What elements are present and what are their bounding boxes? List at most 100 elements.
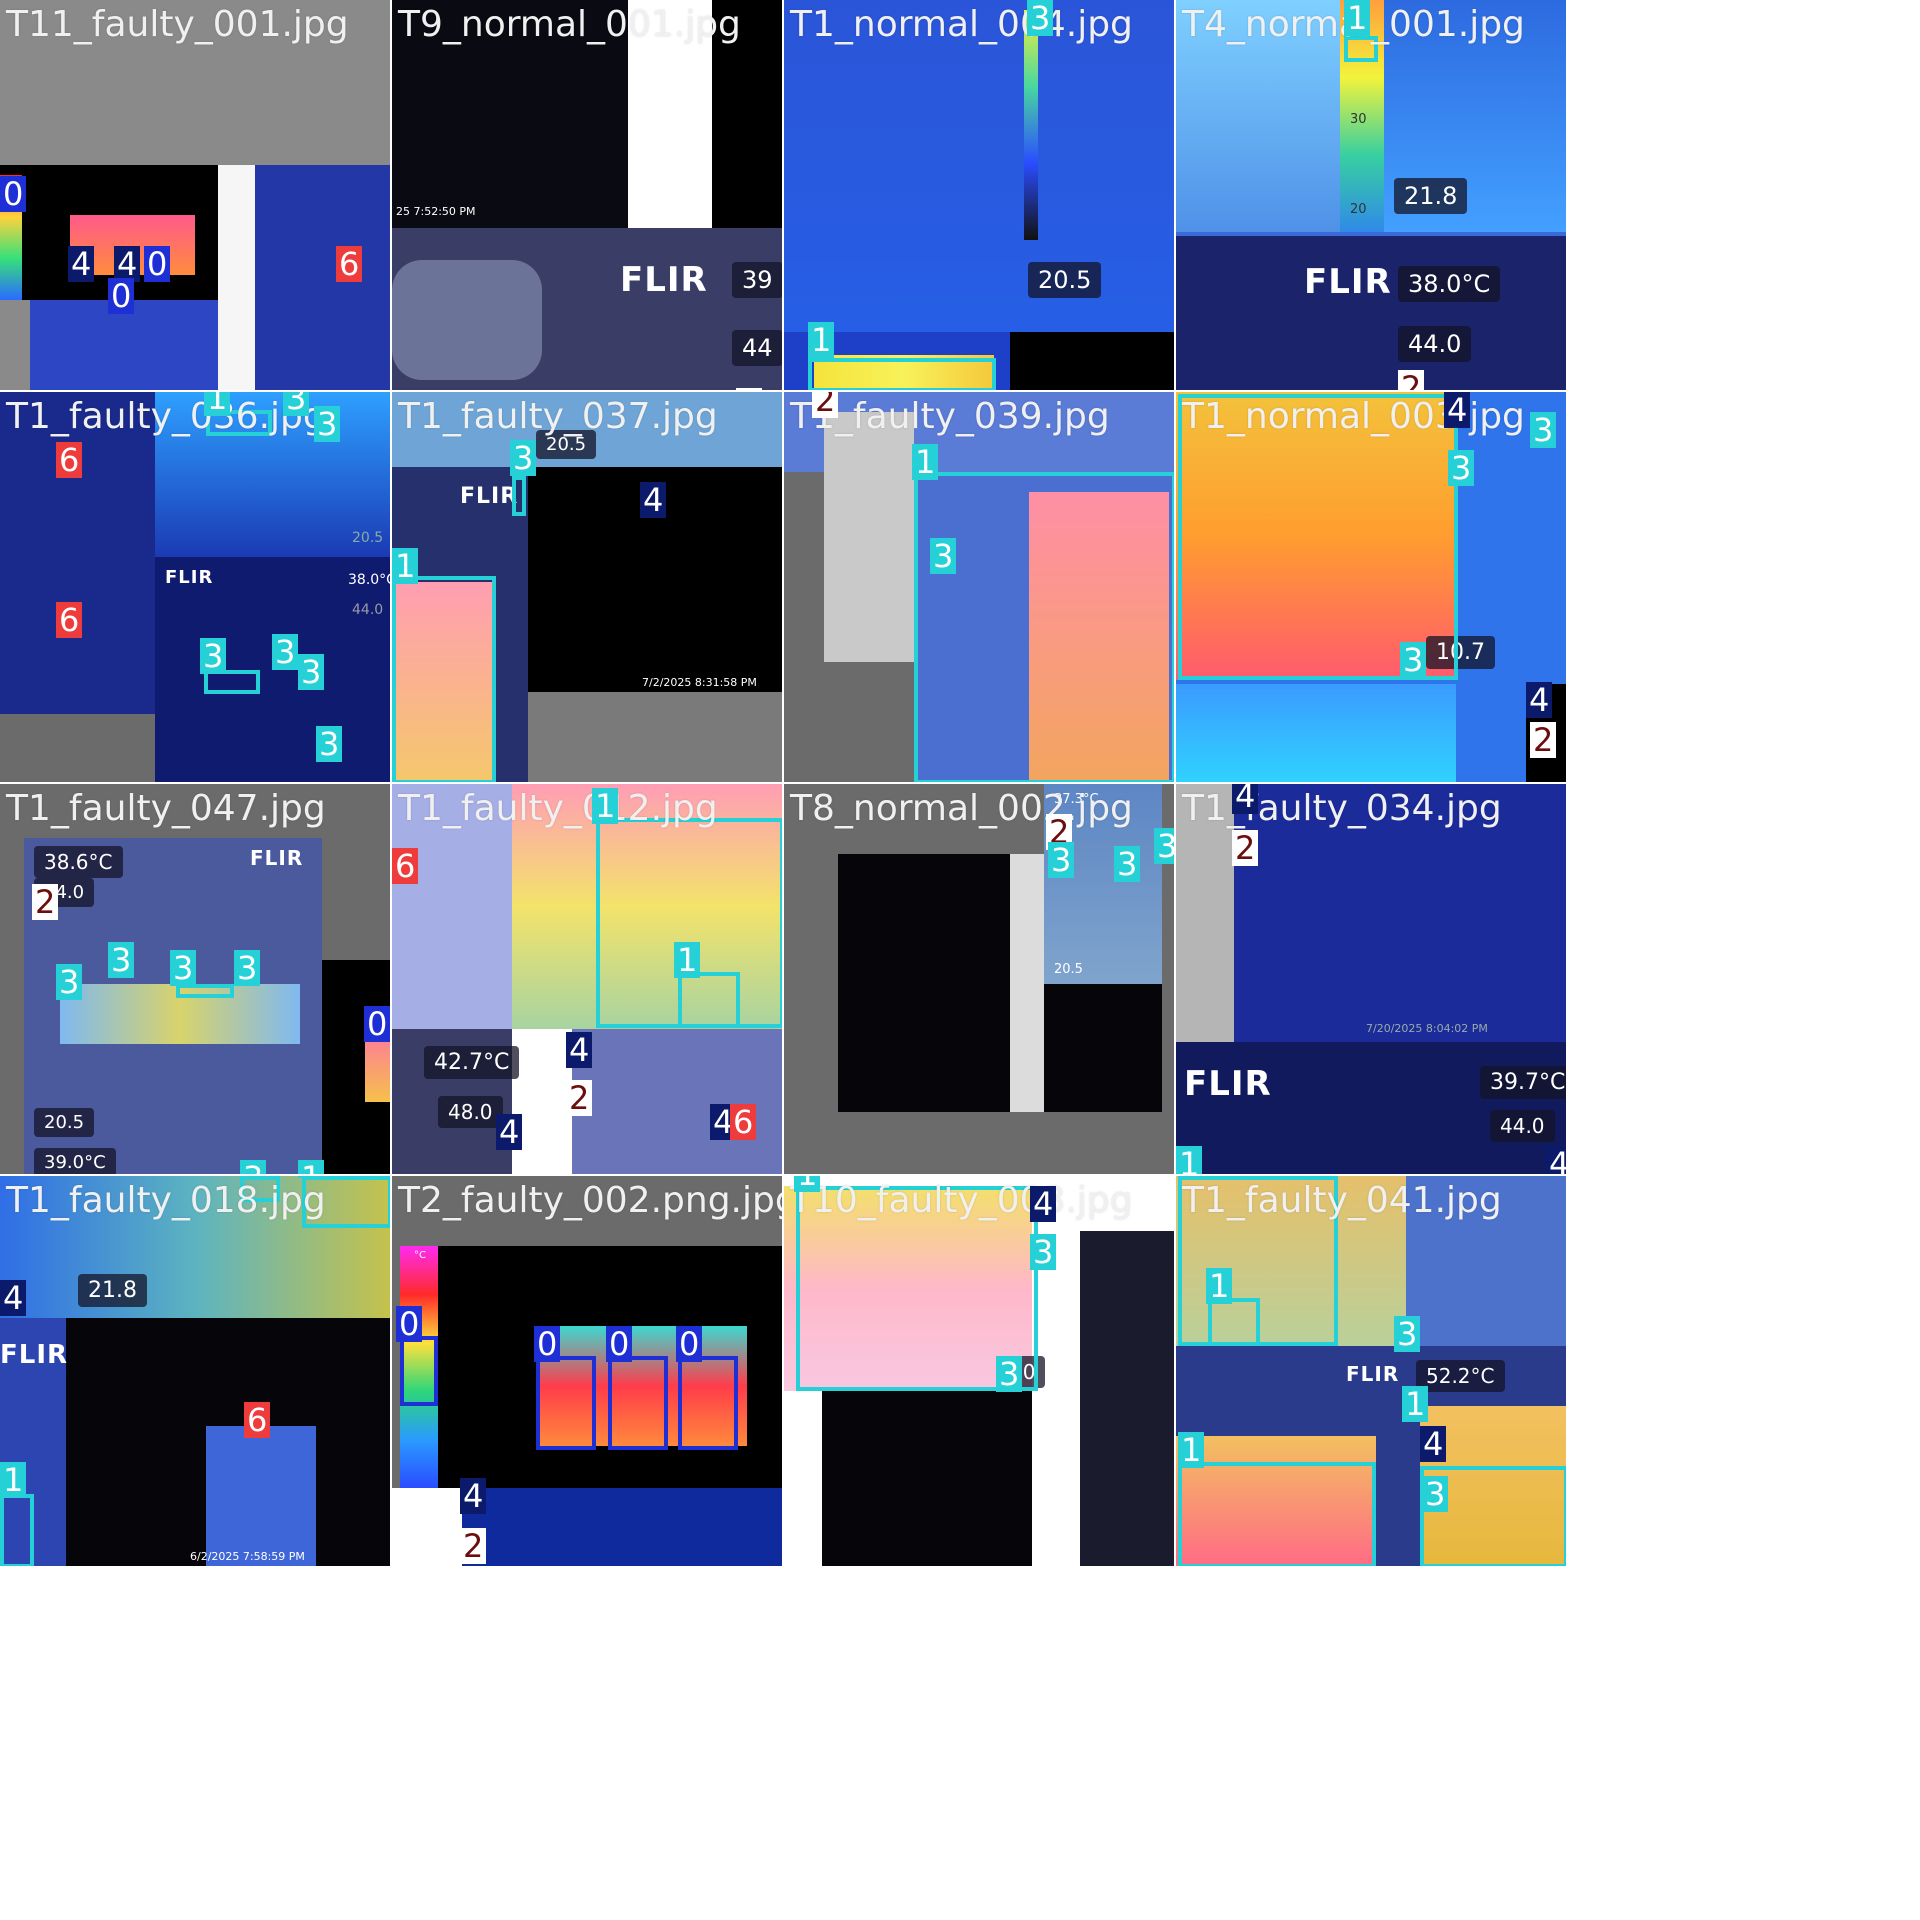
tile-filename: T1_faulty_012.jpg	[398, 788, 718, 829]
class-label: 1	[298, 1176, 325, 1178]
class-label: 3	[240, 1176, 267, 1178]
lock-readout: 20.5	[1028, 262, 1102, 298]
class-label: 3	[1422, 1476, 1449, 1512]
class-label: 3	[283, 392, 310, 416]
scale-bottom: 20	[1350, 202, 1367, 217]
tile-filename: T10_faulty_003.jpg	[790, 1180, 1133, 1221]
detection-box	[808, 358, 996, 390]
flir-logo: FLIR	[1346, 1362, 1400, 1386]
tile-t9-normal-001: T9_normal_001.jpg 25 7:52:50 PM FLIR 39 …	[392, 0, 784, 392]
class-label: 1	[592, 788, 619, 824]
detection-box	[678, 1356, 738, 1450]
detection-box	[678, 972, 740, 1028]
flir-logo: FLIR	[165, 567, 214, 588]
class-label: 3	[1048, 842, 1075, 878]
detection-box	[400, 1336, 438, 1406]
class-label: 3	[240, 1160, 267, 1174]
class-label: 4	[1420, 1426, 1447, 1462]
flir-logo: FLIR	[1184, 1064, 1272, 1104]
class-label: 3	[108, 942, 135, 978]
class-label: 6	[730, 1104, 757, 1140]
class-label: 4	[1030, 1186, 1057, 1222]
detection-box	[1420, 1466, 1566, 1566]
detection-box	[204, 670, 260, 694]
class-label: 2	[1232, 830, 1259, 866]
class-label: 1	[0, 1462, 27, 1498]
class-label: 6	[336, 246, 363, 282]
tile-t1-faulty-039: T1_faulty_039.jpg 1 3 2	[784, 392, 1176, 784]
tile-filename: T1_faulty_041.jpg	[1182, 1180, 1502, 1221]
tile-t10-faulty-003: T10_faulty_003.jpg 10 1 4 3 3	[784, 1176, 1176, 1568]
scale-unit: °C	[414, 1250, 426, 1261]
tile-filename: T1_faulty_018.jpg	[6, 1180, 326, 1221]
class-label: 3	[234, 950, 261, 986]
detection-box	[1178, 394, 1458, 680]
lock-readout: 48.0	[438, 1096, 503, 1128]
tile-t1-faulty-012: T1_faulty_012.jpg 42.7°C 48.0 6 1 1 4 2 …	[392, 784, 784, 1176]
tile-filename: T1_faulty_037.jpg	[398, 396, 718, 437]
tile-filename: T1_faulty_039.jpg	[790, 396, 1110, 437]
lock-readout: 21.8	[1394, 178, 1468, 214]
class-label: 1	[298, 1160, 325, 1174]
class-label: 1	[674, 942, 701, 978]
detection-box	[392, 576, 496, 782]
class-label: 4	[640, 482, 667, 518]
class-label: 4	[0, 1280, 27, 1316]
flir-logo: FLIR	[1304, 262, 1392, 302]
tile-filename: T1_faulty_047.jpg	[6, 788, 326, 829]
class-label: 3	[56, 964, 83, 1000]
class-label: 3	[316, 726, 343, 762]
detection-box	[206, 410, 272, 436]
flir-logo: FLIR	[250, 846, 304, 870]
detection-box	[1344, 36, 1378, 62]
temperature-readout: 39	[732, 262, 782, 298]
detection-box	[1178, 1462, 1376, 1566]
side-value: 20.5	[352, 530, 384, 546]
class-label: 3	[1030, 1234, 1057, 1270]
detection-box	[302, 1176, 390, 1228]
tile-t1-faulty-018: T1_faulty_018.jpg 21.8 FLIR 6/2/2025 7:5…	[0, 1176, 392, 1568]
temperature-readout-secondary: 39.0°C	[34, 1148, 116, 1174]
tile-t1-faulty-041: T1_faulty_041.jpg FLIR 52.2°C 1 3 1 4 1 …	[1176, 1176, 1568, 1568]
class-label: 6	[392, 848, 419, 884]
class-label: 3	[170, 950, 197, 986]
class-label: 1	[1344, 0, 1371, 36]
temperature-readout: 37.3°C	[1054, 792, 1099, 807]
class-label: 0	[676, 1326, 703, 1362]
timestamp: 6/2/2025 7:58:59 PM	[190, 1550, 305, 1563]
class-label: 1	[204, 392, 231, 416]
class-label: 1	[808, 322, 835, 358]
class-label: 4	[566, 1032, 593, 1068]
temperature-readout: 52.2°C	[1416, 1360, 1505, 1392]
class-label: 3	[272, 634, 299, 670]
tile-filename: T2_faulty_002.png.jpg	[398, 1180, 784, 1221]
class-label: 3	[1114, 846, 1141, 882]
class-label: 0	[396, 1306, 423, 1342]
tile-filename: T9_normal_001.jpg	[398, 4, 741, 45]
lock-readout: 44	[732, 330, 782, 366]
lock-readout-secondary: 44.0	[1398, 326, 1472, 362]
class-label: 2	[1530, 722, 1557, 758]
lock-readout: 44.0	[352, 602, 384, 618]
class-label: 1	[794, 1176, 821, 1192]
tile-t1-faulty-034: T1_faulty_034.jpg 7/20/2025 8:04:02 PM F…	[1176, 784, 1568, 1176]
temperature-readout: 38.6°C	[34, 846, 123, 878]
tile-t1-normal-003: T1_normal_003.jpg 10.7 4 3 3 3 4 2	[1176, 392, 1568, 784]
tile-filename: T1_normal_003.jpg	[1182, 396, 1525, 437]
tile-t2-faulty-002: T2_faulty_002.png.jpg °C 0 0 0 0 4 2	[392, 1176, 784, 1568]
class-label: 0	[364, 1006, 390, 1042]
class-label: 0	[534, 1326, 561, 1362]
tile-t1-faulty-036: T1_faulty_036.jpg 20.5 FLIR 38.0°C 44.0 …	[0, 392, 392, 784]
temperature-readout: 38.0°C	[348, 572, 392, 588]
timestamp: 25 7:52:50 PM	[396, 205, 476, 218]
detection-box	[176, 984, 234, 998]
timestamp: 7/20/2025 8:04:02 PM	[1366, 1022, 1488, 1035]
class-label: 2	[460, 1528, 487, 1564]
detection-box	[240, 1176, 280, 1202]
class-label: 6	[56, 602, 83, 638]
class-label: 1	[1176, 1146, 1203, 1174]
detection-box	[1178, 1176, 1338, 1346]
bottom-value: 20.5	[34, 1108, 95, 1137]
class-label: 3	[1530, 412, 1557, 448]
